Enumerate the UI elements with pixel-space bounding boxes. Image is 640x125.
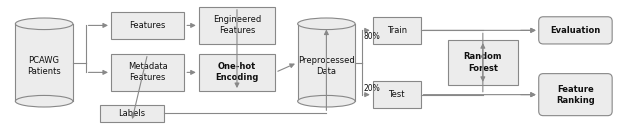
Text: 20%: 20% [364, 84, 380, 93]
Ellipse shape [298, 95, 355, 107]
Bar [372, 17, 420, 44]
Text: Evaluation: Evaluation [550, 26, 600, 35]
Ellipse shape [298, 18, 355, 30]
Bar [372, 81, 420, 108]
Ellipse shape [15, 95, 73, 107]
Bar [111, 54, 184, 91]
Text: 80%: 80% [364, 32, 380, 41]
FancyBboxPatch shape [539, 17, 612, 44]
Text: Train: Train [387, 26, 406, 35]
Bar [298, 24, 355, 101]
Bar [198, 54, 275, 91]
Ellipse shape [15, 18, 73, 30]
Text: Test: Test [388, 90, 405, 99]
Text: Labels: Labels [118, 109, 145, 118]
Text: Random
Forest: Random Forest [463, 52, 502, 72]
Text: Features: Features [129, 21, 166, 30]
FancyBboxPatch shape [539, 74, 612, 116]
Bar [15, 24, 73, 101]
Text: One-hot
Encoding: One-hot Encoding [215, 62, 259, 82]
Text: Preprocessed
Data: Preprocessed Data [298, 56, 355, 76]
Text: PCAWG
Patients: PCAWG Patients [28, 56, 61, 76]
Text: Feature
Ranking: Feature Ranking [556, 85, 595, 105]
Bar [198, 7, 275, 44]
Text: Engineered
Features: Engineered Features [213, 15, 261, 36]
Bar [100, 104, 164, 122]
Text: Metadata
Features: Metadata Features [128, 62, 168, 82]
Bar [111, 12, 184, 39]
Bar [448, 40, 518, 85]
